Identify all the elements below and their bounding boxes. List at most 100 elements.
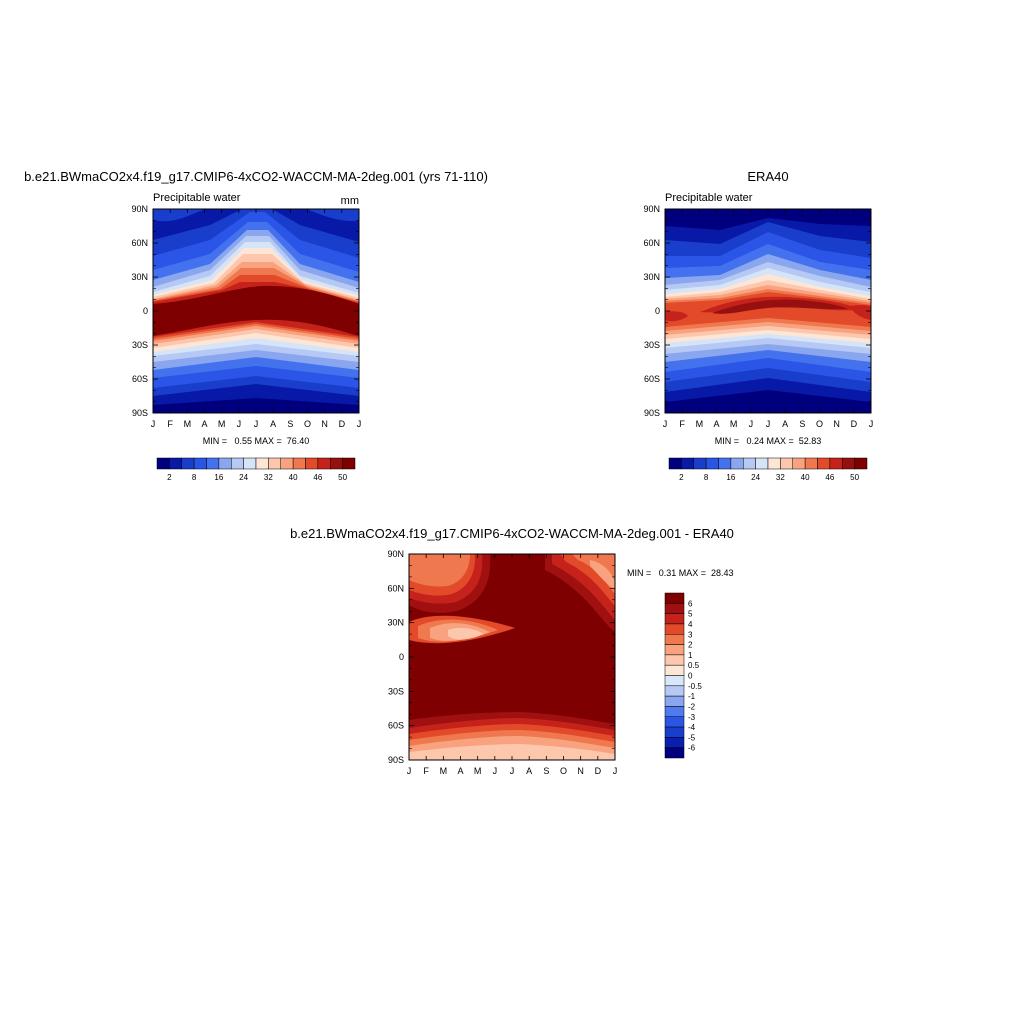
panel-obs-stats: MIN = 0.24 MAX = 52.83 [715, 436, 822, 446]
colorbar-label: -0.5 [688, 682, 702, 691]
x-tick-label: J [869, 419, 874, 429]
colorbar-swatch [780, 457, 793, 470]
colorbar-swatch [730, 457, 744, 470]
colorbar-label: 4 [688, 620, 693, 629]
x-tick-label: M [440, 766, 448, 776]
x-tick-label: A [457, 766, 463, 776]
colorbar-swatch [829, 457, 843, 470]
y-tick-label: 90N [387, 549, 404, 559]
colorbar-label: -4 [688, 723, 696, 732]
x-tick-label: J [254, 419, 259, 429]
colorbar-label: 32 [776, 473, 785, 482]
colorbar-swatch [664, 613, 685, 625]
x-tick-label: J [766, 419, 771, 429]
y-tick-label: 60S [388, 721, 404, 731]
colorbar-swatch [664, 695, 685, 707]
y-tick-label: 0 [655, 306, 660, 316]
colorbar-label: 8 [192, 473, 197, 482]
panel-obs: ERA40 Precipitable water J F M A M J J A S O N D J90… [643, 169, 873, 482]
x-tick-label: J [151, 419, 156, 429]
colorbar-swatch [693, 457, 707, 470]
y-tick-label: 0 [399, 652, 404, 662]
y-tick-label: 30N [387, 618, 404, 628]
colorbar-swatch [231, 457, 244, 470]
y-tick-label: 60N [387, 583, 404, 593]
panel-model-colorbar: 2 8 16 24 32 40 46 50 [156, 457, 356, 482]
colorbar-label: 46 [313, 473, 322, 482]
contour-fill [712, 299, 848, 314]
x-tick-label: F [167, 419, 173, 429]
colorbar-swatch [342, 457, 356, 470]
x-tick-label: J [493, 766, 498, 776]
colorbar-label: 50 [850, 473, 859, 482]
colorbar-label: 32 [264, 473, 273, 482]
x-tick-label: F [423, 766, 429, 776]
colorbar-swatch [664, 726, 685, 738]
x-tick-label: M [730, 419, 738, 429]
colorbar-swatch [255, 457, 269, 470]
contour-fill [665, 311, 688, 322]
colorbar-swatch [668, 457, 682, 470]
y-tick-label: 90S [132, 408, 148, 418]
colorbar-label: 2 [688, 641, 693, 650]
colorbar-swatch [305, 457, 319, 470]
contour-fill [590, 560, 615, 590]
panel-model-stats: MIN = 0.55 MAX = 76.40 [203, 436, 310, 446]
y-tick-label: 30N [131, 272, 148, 282]
y-tick-label: 90N [131, 204, 148, 214]
x-tick-label: N [577, 766, 584, 776]
y-tick-label: 0 [143, 306, 148, 316]
contour-fill [448, 627, 484, 640]
contour-fill [409, 554, 470, 587]
colorbar-swatch [664, 685, 685, 697]
colorbar-swatch [664, 654, 685, 666]
x-tick-label: J [510, 766, 515, 776]
x-tick-label: J [357, 419, 362, 429]
y-tick-label: 30S [644, 340, 660, 350]
x-tick-label: S [799, 419, 805, 429]
colorbar-label: 40 [289, 473, 298, 482]
x-tick-label: A [713, 419, 719, 429]
colorbar-swatch [280, 457, 294, 470]
panel-obs-variable-label: Precipitable water [665, 192, 753, 204]
y-tick-label: 30S [388, 686, 404, 696]
x-tick-label: J [663, 419, 668, 429]
panel-diff-colorbar: -6 -5-4-3 -2-1-0.50 0.512 345 6 [664, 592, 702, 759]
colorbar-swatch [755, 457, 769, 470]
x-tick-label: M [474, 766, 482, 776]
panel-model-contours [153, 209, 359, 413]
x-tick-label: M [184, 419, 192, 429]
x-tick-label: M [696, 419, 704, 429]
panel-diff-contours [409, 554, 615, 760]
colorbar-swatch [664, 592, 685, 604]
colorbar-swatch [705, 457, 719, 470]
colorbar-swatch [743, 457, 756, 470]
colorbar-label: 0 [688, 672, 693, 681]
colorbar-swatch [664, 737, 685, 748]
y-tick-label: 60N [643, 238, 660, 248]
colorbar-swatch [804, 457, 818, 470]
colorbar-swatch [792, 457, 806, 470]
colorbar-label: 16 [726, 473, 735, 482]
contour-fill [850, 305, 871, 320]
panel-obs-contours [665, 209, 871, 413]
colorbar-label: 50 [338, 473, 347, 482]
y-tick-label: 90N [643, 204, 660, 214]
colorbar-swatch [842, 457, 855, 470]
colorbar-swatch [243, 457, 257, 470]
colorbar-label: 2 [679, 473, 684, 482]
colorbar-swatch [664, 716, 685, 728]
x-tick-label: J [237, 419, 242, 429]
colorbar-label: 40 [801, 473, 810, 482]
panel-model-variable-label: Precipitable water [153, 192, 241, 204]
colorbar-swatch [169, 457, 182, 470]
colorbar-swatch [681, 457, 694, 470]
colorbar-label: -1 [688, 692, 696, 701]
colorbar-swatch [664, 675, 685, 687]
colorbar-label: -5 [688, 733, 696, 742]
x-tick-label: D [851, 419, 858, 429]
x-tick-label: O [304, 419, 311, 429]
colorbar-swatch [854, 457, 868, 470]
colorbar-label: 24 [239, 473, 248, 482]
